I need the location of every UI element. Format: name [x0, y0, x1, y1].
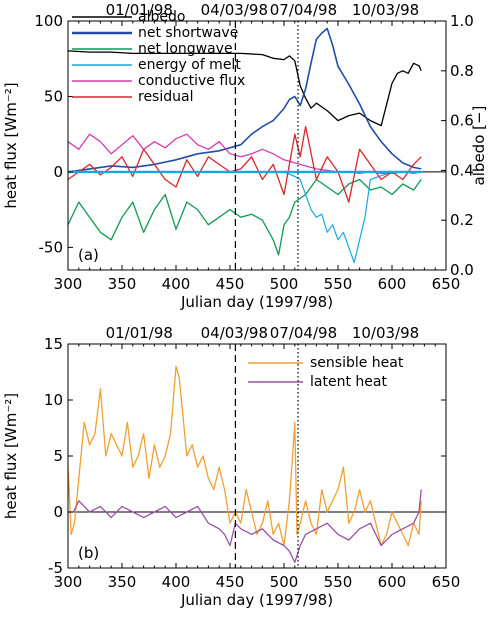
top-date-label: 10/03/98 — [352, 1, 419, 19]
y-tick-label: 0 — [53, 503, 63, 521]
series-line-residual — [68, 125, 422, 203]
x-tick-label: 300 — [54, 573, 83, 591]
legend-label: conductive flux — [138, 73, 245, 89]
x-tick-label: 600 — [378, 275, 407, 293]
series-line-net-longwave — [68, 178, 422, 256]
y2-axis-label: albedo [−] — [470, 106, 488, 186]
y-tick-label: 50 — [44, 87, 63, 105]
y2-tick-label: 0.6 — [450, 112, 474, 130]
panel-b-chart: 300 350 400 450 500 550 600 650 01/01/98 04/03/98… — [2, 324, 460, 609]
legend-label: residual — [138, 89, 193, 105]
x-axis-label: Julian day (1997/98) — [180, 591, 333, 609]
top-date-label: 07/04/98 — [270, 324, 337, 342]
panel-label: (a) — [78, 246, 99, 264]
series-line-latent-heat — [68, 489, 422, 564]
x-tick-label: 350 — [108, 275, 137, 293]
y2-tick-label: 0.2 — [450, 211, 474, 229]
series-group — [68, 27, 422, 264]
x-tick-label: 550 — [324, 573, 353, 591]
series-line-net-shortwave — [68, 27, 422, 173]
x-tick-label: 550 — [324, 275, 353, 293]
y2-tick-label: 1.0 — [450, 12, 474, 30]
y-tick-label: 100 — [34, 12, 63, 30]
legend-label: net shortwave — [138, 25, 238, 41]
top-date-label: 01/01/98 — [106, 1, 173, 19]
legend-label: latent heat — [310, 374, 387, 390]
x-tick-label: 500 — [270, 275, 299, 293]
legend-label: net longwave — [138, 41, 233, 57]
y-tick-label: 15 — [44, 335, 63, 353]
y-tick-label: 0 — [53, 163, 63, 181]
x-tick-label: 600 — [378, 573, 407, 591]
y-tick-label: 5 — [53, 447, 63, 465]
y2-tick-label: 0.0 — [450, 261, 474, 279]
top-date-label: 07/04/98 — [270, 1, 337, 19]
y2-tick-label: 0.8 — [450, 62, 474, 80]
top-date-label: 04/03/98 — [201, 1, 268, 19]
top-date-label: 10/03/98 — [352, 324, 419, 342]
top-date-label: 01/01/98 — [106, 324, 173, 342]
y-tick-label: 10 — [44, 391, 63, 409]
x-tick-label: 650 — [432, 275, 461, 293]
x-tick-label: 500 — [270, 573, 299, 591]
legend: sensible heat latent heat — [248, 355, 404, 390]
y2-tick-label: 0.4 — [450, 161, 474, 179]
x-tick-label: 350 — [108, 573, 137, 591]
legend-label: albedo — [138, 9, 185, 25]
y-axis-label: heat flux [Wm⁻²] — [2, 393, 20, 519]
y-axis-label: heat flux [Wm⁻²] — [2, 82, 20, 208]
top-date-label: 04/03/98 — [201, 324, 268, 342]
panel-label: (b) — [78, 544, 99, 562]
series-line-albedo — [68, 50, 422, 127]
plot-frame — [67, 20, 447, 271]
x-tick-label: 450 — [216, 573, 245, 591]
x-tick-label: 650 — [432, 573, 461, 591]
series-line-sensible-heat — [68, 365, 422, 547]
legend-label: energy of melt — [138, 57, 241, 73]
legend-label: sensible heat — [310, 355, 404, 371]
series-group — [68, 365, 422, 564]
y-tick-label: -5 — [48, 559, 63, 577]
y-tick-label: -50 — [39, 238, 64, 256]
x-tick-label: 400 — [162, 573, 191, 591]
series-line-energy-of-melt — [68, 171, 422, 264]
x-tick-label: 400 — [162, 275, 191, 293]
x-tick-label: 450 — [216, 275, 245, 293]
x-tick-label: 300 — [54, 275, 83, 293]
x-axis-label: Julian day (1997/98) — [180, 293, 333, 311]
